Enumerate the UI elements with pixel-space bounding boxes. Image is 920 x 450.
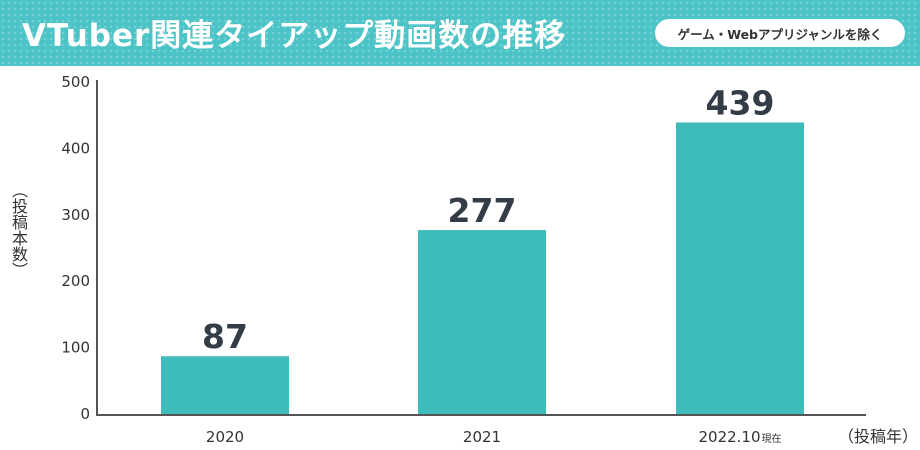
value-label: 277 [448, 191, 517, 230]
value-label: 439 [706, 84, 775, 123]
x-tick-label: 2020 [206, 428, 244, 446]
bar-2021 [418, 230, 546, 414]
bar-2020 [161, 356, 289, 414]
y-tick-label: 300 [61, 206, 90, 224]
x-axis-label: （投稿年） [838, 427, 919, 446]
y-tick-label: 500 [61, 73, 90, 91]
chart-title: VTuber関連タイアップ動画数の推移 [22, 18, 567, 54]
y-tick-label: 200 [61, 272, 90, 290]
bar-2022.10 [676, 122, 804, 414]
exclusion-note: ゲーム・Webアプリジャンルを除く [655, 19, 905, 47]
x-tick-label: 2021 [463, 428, 501, 446]
y-axis-label: （投稿本数） [9, 182, 28, 278]
y-tick-label: 100 [61, 339, 90, 357]
y-tick-label: 0 [80, 405, 90, 423]
y-tick-label: 400 [61, 139, 90, 157]
value-label: 87 [202, 317, 248, 356]
x-tick-label: 2022.10現在 [698, 428, 781, 446]
title-banner: VTuber関連タイアップ動画数の推移 ゲーム・Webアプリジャンルを除く [0, 0, 920, 66]
